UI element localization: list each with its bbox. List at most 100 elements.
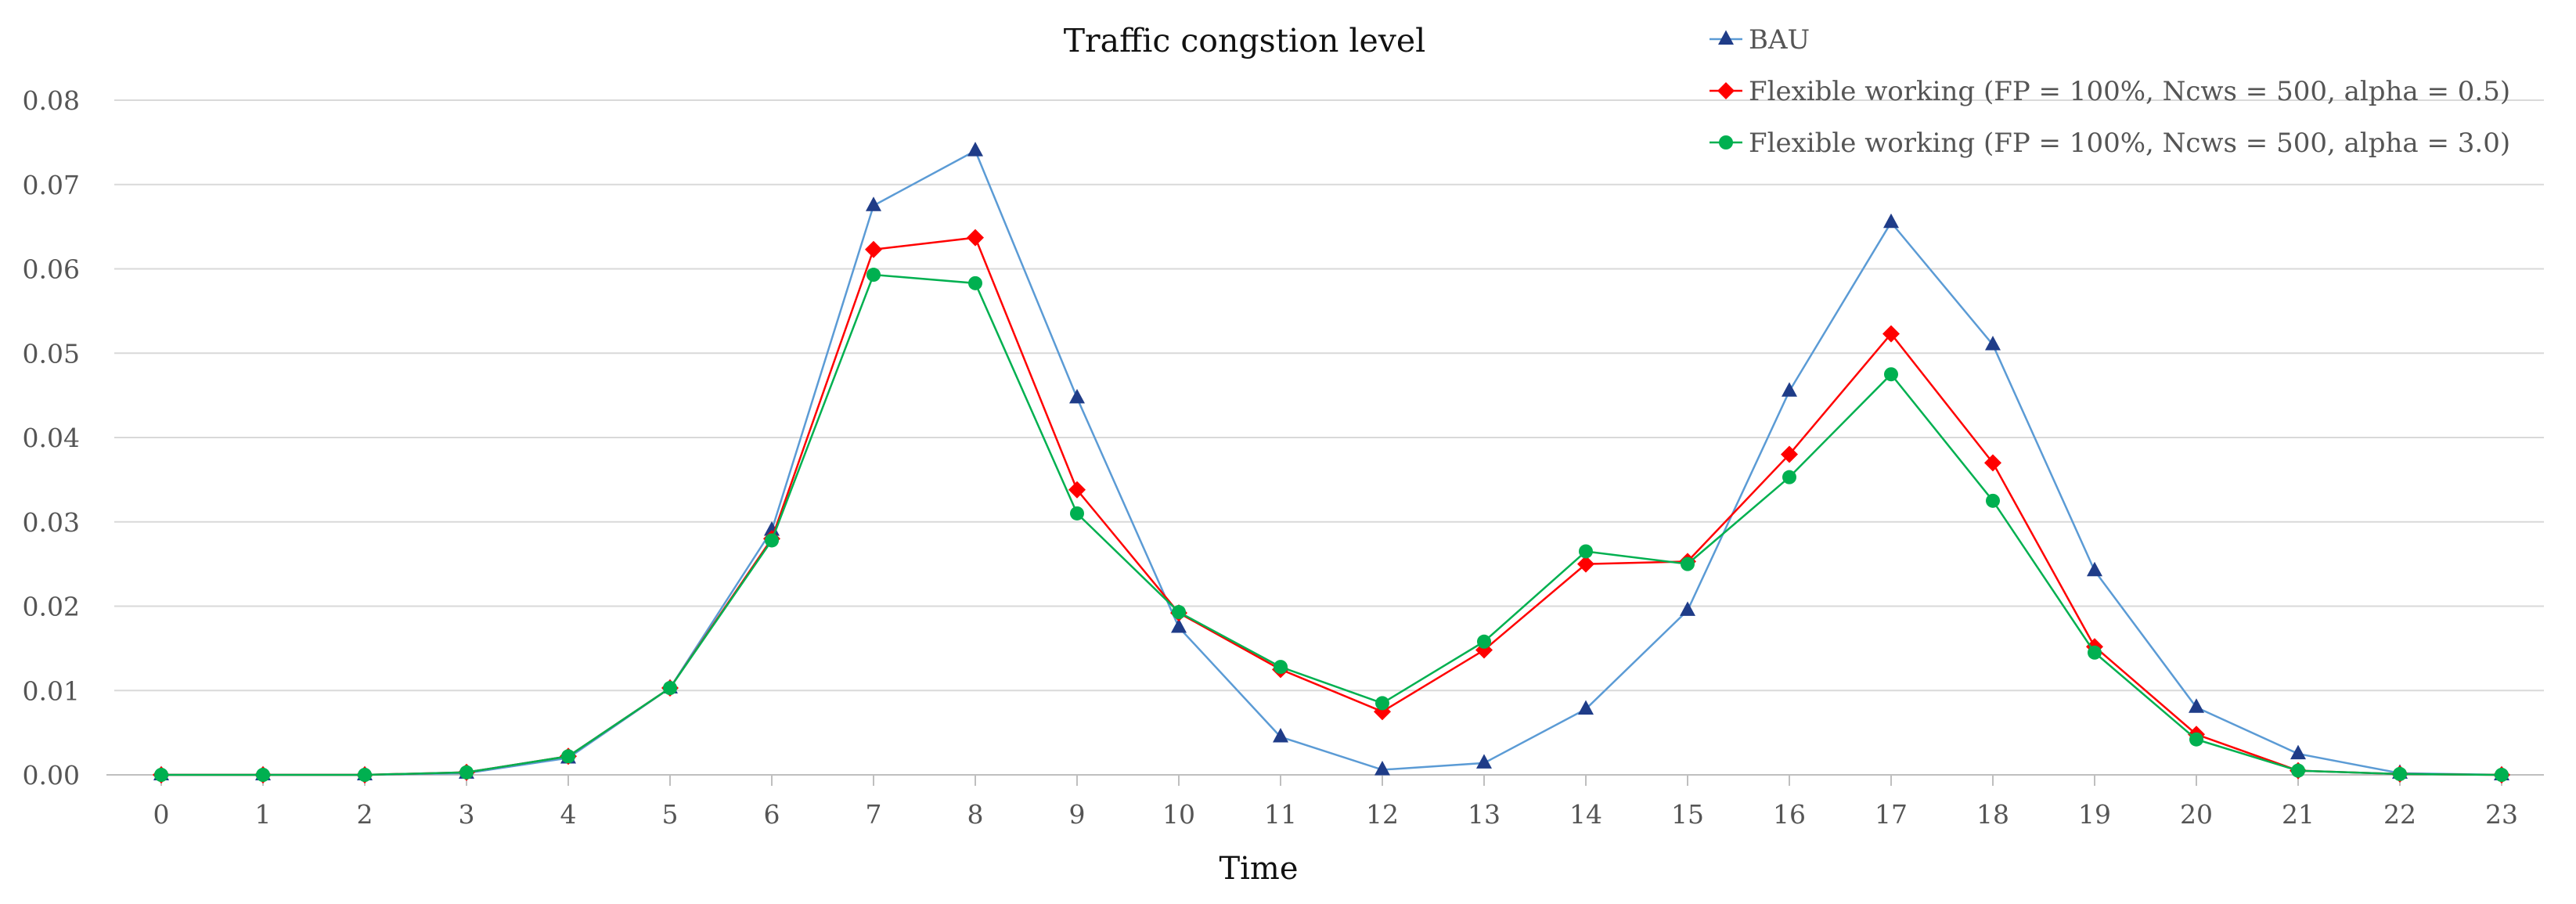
- x-axis-label: Time: [1219, 851, 1298, 887]
- x-tick-label: 5: [662, 799, 679, 830]
- legend-label: BAU: [1749, 24, 1810, 56]
- data-point: [1068, 481, 1086, 499]
- x-tick-label: 12: [1366, 799, 1399, 830]
- chart-title: Traffic congstion level: [1064, 22, 1426, 59]
- data-point: [2088, 645, 2102, 660]
- x-tick-label: 13: [1468, 799, 1501, 830]
- x-tick-label: 15: [1671, 799, 1704, 830]
- series-group: [153, 142, 2510, 783]
- legend-marker: [1717, 82, 1735, 99]
- y-axis: 0.00 0.01 0.02 0.03 0.04 0.05 0.06 0.07 0.08: [23, 85, 80, 791]
- data-point: [2290, 744, 2306, 760]
- data-point: [1070, 506, 1084, 520]
- x-tick-label: 7: [866, 799, 882, 830]
- data-point: [1375, 696, 1389, 711]
- x-tick-label: 19: [2078, 799, 2111, 830]
- y-tick-label: 0.00: [23, 760, 80, 791]
- x-tick-label: 2: [357, 799, 373, 830]
- x-axis: 0 1 2 3 4 5 6 7 8 9 10 11 12 13 14 15 16 17 18 19 20 21 22 23: [153, 775, 2518, 830]
- data-point: [2189, 698, 2204, 713]
- data-point: [1984, 454, 2001, 472]
- data-point: [2189, 732, 2203, 747]
- x-tick-label: 3: [459, 799, 475, 830]
- data-point: [1171, 618, 1187, 633]
- data-point: [1273, 728, 1288, 743]
- data-point: [967, 142, 983, 157]
- data-point: [663, 681, 677, 696]
- gridlines: [114, 99, 2544, 692]
- legend-entry-2: Flexible working (FP = 100%, Ncws = 500,…: [1710, 128, 2510, 159]
- x-tick-label: 20: [2180, 799, 2213, 830]
- legend-marker: [1719, 135, 1733, 149]
- data-point: [256, 768, 270, 782]
- data-point: [1577, 555, 1594, 573]
- legend-label: Flexible working (FP = 100%, Ncws = 500,…: [1749, 76, 2510, 107]
- data-point: [2291, 763, 2305, 778]
- data-point: [154, 768, 168, 782]
- y-tick-label: 0.03: [23, 507, 80, 538]
- data-point: [2495, 768, 2509, 782]
- legend-marker: [1718, 30, 1734, 45]
- y-tick-label: 0.06: [23, 254, 80, 285]
- y-tick-label: 0.01: [23, 675, 80, 706]
- series-line: [161, 236, 2502, 776]
- data-point: [1782, 470, 1796, 484]
- y-tick-label: 0.08: [23, 85, 80, 116]
- data-point: [1681, 556, 1695, 571]
- x-tick-label: 1: [255, 799, 272, 830]
- data-point: [1884, 367, 1898, 382]
- x-tick-label: 23: [2485, 799, 2518, 830]
- data-point: [1782, 382, 1797, 397]
- data-point: [1578, 700, 1594, 715]
- data-point: [1374, 761, 1390, 776]
- x-tick-label: 9: [1069, 799, 1086, 830]
- x-tick-label: 22: [2383, 799, 2416, 830]
- data-point: [968, 276, 982, 290]
- data-point: [358, 768, 372, 782]
- data-point: [1172, 605, 1186, 620]
- x-tick-label: 16: [1773, 799, 1806, 830]
- legend-entry-0: BAU: [1710, 24, 1810, 56]
- x-tick-label: 17: [1875, 799, 1908, 830]
- data-point: [1781, 445, 1798, 463]
- x-tick-label: 14: [1569, 799, 1602, 830]
- data-point: [561, 749, 575, 764]
- data-point: [1680, 601, 1695, 616]
- legend: BAU Flexible working (FP = 100%, Ncws = 5…: [1710, 24, 2510, 159]
- data-point: [866, 268, 881, 283]
- data-point: [1477, 634, 1491, 649]
- legend-label: Flexible working (FP = 100%, Ncws = 500,…: [1749, 128, 2510, 159]
- data-point: [967, 229, 984, 247]
- data-point: [1274, 660, 1288, 675]
- x-tick-label: 0: [153, 799, 170, 830]
- legend-entry-1: Flexible working (FP = 100%, Ncws = 500,…: [1710, 76, 2510, 107]
- x-tick-label: 21: [2282, 799, 2315, 830]
- x-tick-label: 8: [967, 799, 984, 830]
- series-line: [161, 273, 2502, 776]
- data-point: [1579, 544, 1593, 559]
- data-point: [1069, 388, 1085, 404]
- data-point: [459, 765, 474, 780]
- data-point: [2393, 766, 2407, 781]
- series-2: [154, 268, 2509, 782]
- x-tick-label: 4: [560, 799, 577, 830]
- x-tick-label: 6: [764, 799, 780, 830]
- series-1: [153, 229, 2510, 783]
- data-point: [1882, 325, 1900, 343]
- data-point: [866, 196, 881, 211]
- x-tick-label: 11: [1264, 799, 1297, 830]
- data-point: [1883, 213, 1899, 229]
- x-tick-label: 18: [1976, 799, 2009, 830]
- data-point: [1476, 754, 1492, 769]
- data-point: [865, 240, 882, 258]
- y-tick-label: 0.04: [23, 423, 80, 453]
- data-point: [1986, 493, 2000, 508]
- data-point: [2087, 561, 2102, 577]
- y-tick-label: 0.07: [23, 170, 80, 200]
- x-tick-label: 10: [1162, 799, 1195, 830]
- y-tick-label: 0.05: [23, 338, 80, 369]
- series-line: [161, 149, 2502, 776]
- data-point: [1985, 335, 2001, 351]
